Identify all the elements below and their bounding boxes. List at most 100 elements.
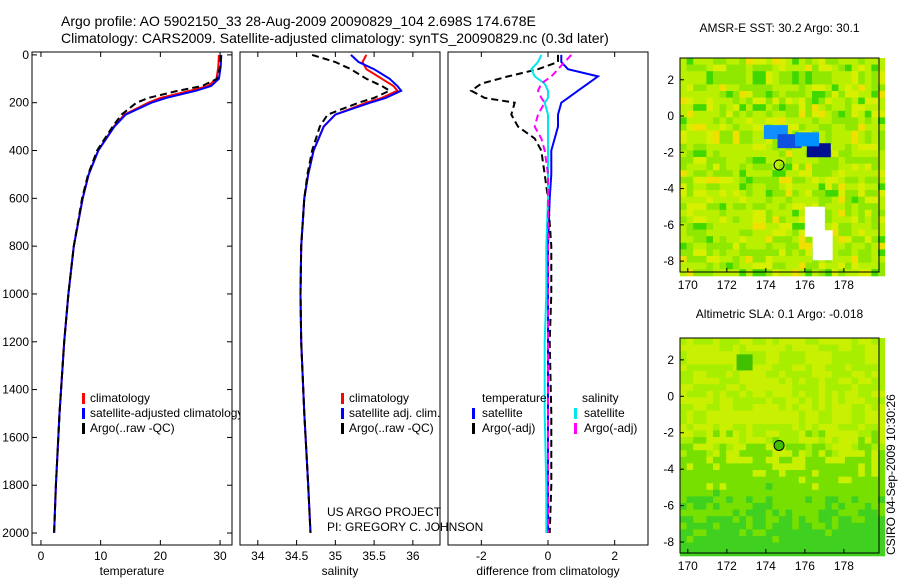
map-cell bbox=[719, 542, 727, 550]
map-cell bbox=[772, 223, 780, 231]
map-cell bbox=[680, 371, 688, 379]
map-cell bbox=[864, 196, 872, 204]
map-cell bbox=[713, 124, 721, 132]
map-cell bbox=[878, 269, 886, 277]
map-cell bbox=[871, 483, 879, 491]
map-cell bbox=[680, 450, 688, 458]
map-cell bbox=[706, 463, 714, 471]
map-cell bbox=[831, 516, 839, 524]
map-cell bbox=[838, 377, 846, 385]
map-cell bbox=[864, 130, 872, 138]
map-cell bbox=[838, 64, 846, 72]
map-cell bbox=[765, 236, 773, 244]
map-cell bbox=[805, 176, 813, 184]
map-cell bbox=[759, 242, 767, 250]
map-cell bbox=[699, 137, 707, 145]
map-cell bbox=[845, 483, 853, 491]
map-cell bbox=[693, 357, 701, 365]
map-cell bbox=[765, 77, 773, 85]
map-cell bbox=[699, 216, 707, 224]
map-cell bbox=[706, 390, 714, 398]
map-cell bbox=[845, 223, 853, 231]
map-cell bbox=[805, 196, 813, 204]
map-cell bbox=[798, 262, 806, 270]
map-cell bbox=[871, 190, 879, 198]
map-cell bbox=[772, 242, 780, 250]
map-cell bbox=[805, 170, 813, 178]
map-cell bbox=[798, 97, 806, 105]
map-cell bbox=[759, 423, 767, 431]
map-cell bbox=[831, 190, 839, 198]
map-cell bbox=[871, 209, 879, 217]
map-cell bbox=[864, 170, 872, 178]
map-cell bbox=[765, 176, 773, 184]
map-cell bbox=[732, 529, 740, 537]
map-cell bbox=[752, 97, 760, 105]
map-cell bbox=[713, 58, 721, 66]
map-cell bbox=[812, 58, 820, 66]
map-cell bbox=[752, 150, 760, 158]
map-cell bbox=[752, 390, 760, 398]
map-cell bbox=[680, 203, 688, 211]
map-cell bbox=[858, 269, 866, 277]
map-cell bbox=[838, 410, 846, 418]
map-cell bbox=[878, 344, 886, 352]
map-cell bbox=[765, 84, 773, 92]
map-cell bbox=[726, 463, 734, 471]
map-cell bbox=[831, 117, 839, 125]
y-tick-label: -4 bbox=[663, 462, 674, 476]
map-cell bbox=[878, 357, 886, 365]
map-cell bbox=[719, 430, 727, 438]
map-cell bbox=[864, 209, 872, 217]
map-cell bbox=[838, 183, 846, 191]
map-cell bbox=[831, 470, 839, 478]
map-cell bbox=[739, 229, 747, 237]
map-cell bbox=[831, 58, 839, 66]
map-cell bbox=[871, 437, 879, 445]
map-cell bbox=[851, 384, 859, 392]
map-cell bbox=[699, 470, 707, 478]
map-cell bbox=[831, 456, 839, 464]
map-cell bbox=[706, 516, 714, 524]
x-tick-label: 20 bbox=[154, 549, 168, 563]
map-cell bbox=[759, 91, 767, 99]
map-cell bbox=[851, 77, 859, 85]
map-cell bbox=[706, 64, 714, 72]
x-axis-label: difference from climatology bbox=[476, 564, 619, 578]
map-cell bbox=[851, 58, 859, 66]
map-cell bbox=[746, 117, 754, 125]
map-cell bbox=[792, 371, 800, 379]
map-cell bbox=[772, 269, 780, 277]
map-cell bbox=[759, 137, 767, 145]
map-cell bbox=[845, 269, 853, 277]
map-cell bbox=[838, 77, 846, 85]
map-cell bbox=[864, 104, 872, 112]
map-cell bbox=[878, 256, 886, 264]
map-cell bbox=[680, 137, 688, 145]
map-cell bbox=[871, 183, 879, 191]
map-cell bbox=[785, 516, 793, 524]
map-cell bbox=[798, 410, 806, 418]
map-cell bbox=[713, 489, 721, 497]
map-cell bbox=[706, 489, 714, 497]
map-cell bbox=[785, 410, 793, 418]
map-cell bbox=[792, 542, 800, 550]
map-cell bbox=[719, 236, 727, 244]
map-cell bbox=[779, 496, 787, 504]
map-cell bbox=[732, 437, 740, 445]
map-cell bbox=[878, 229, 886, 237]
map-cell bbox=[739, 249, 747, 257]
map-cell bbox=[831, 170, 839, 178]
map-cell bbox=[818, 456, 826, 464]
map-cell bbox=[864, 509, 872, 517]
map-cell bbox=[845, 216, 853, 224]
map-cell bbox=[785, 183, 793, 191]
map-cell bbox=[713, 357, 721, 365]
map-cell bbox=[831, 489, 839, 497]
map-cell bbox=[864, 443, 872, 451]
map-cell bbox=[706, 203, 714, 211]
map-cell bbox=[785, 364, 793, 372]
map-cell bbox=[798, 64, 806, 72]
map-frame bbox=[679, 57, 880, 273]
map-cell bbox=[752, 84, 760, 92]
